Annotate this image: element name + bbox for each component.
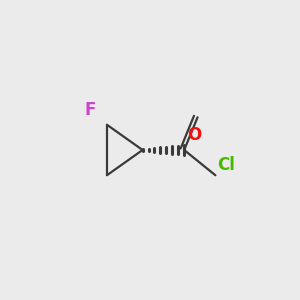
Text: Cl: Cl: [217, 156, 235, 174]
Text: O: O: [188, 126, 202, 144]
Text: F: F: [85, 101, 96, 119]
